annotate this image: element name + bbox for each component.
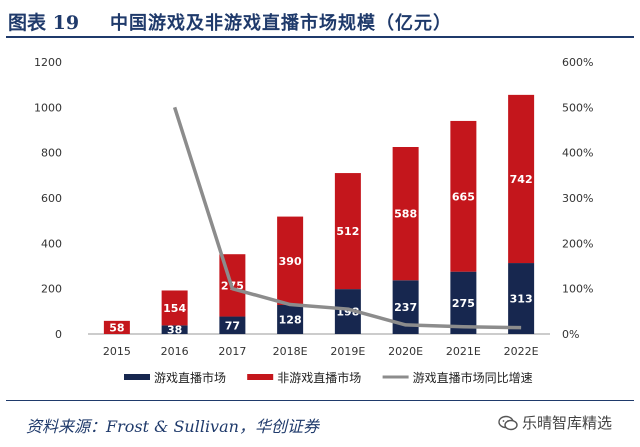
game-live-bar [508,263,535,334]
non-game-live-bar [277,216,304,305]
y2-tick-label: 300% [562,192,593,205]
y2-tick-label: 0% [562,328,579,341]
chart-title: 中国游戏及非游戏直播市场规模（亿元） [110,13,452,34]
bar-value-label: 313 [510,293,533,306]
x-tick-label: 2016 [161,345,189,358]
non-game-live-bar [161,290,188,326]
legend-growth-rate-label: 游戏直播市场同比增速 [413,370,533,385]
watermark-text: 乐晴智库精选 [522,414,613,432]
chart: 0 200 400 600 800 1000 1200 0% 100% 200% 300% 400% 5… [34,56,593,385]
bar-value-label: 665 [452,190,475,203]
non-game-live-bar [334,173,361,290]
watermark: 乐晴智库精选 [498,412,612,433]
bar-value-label: 77 [225,319,240,332]
non-game-live-bar [103,320,130,334]
bar-value-label: 275 [452,297,475,310]
bar-value-label: 390 [279,255,302,268]
x-tick-label: 2022E [504,345,539,358]
figure-label: 图表 19 [8,12,80,34]
y-tick-label: 200 [41,283,62,296]
game-live-bar [161,325,188,334]
x-tick-label: 2017 [218,345,246,358]
bar-value-label: 58 [109,321,124,334]
source-note: 资料来源：Frost & Sullivan，华创证券 [26,417,319,436]
x-tick-label: 2019E [330,345,365,358]
y-tick-label: 800 [41,147,62,160]
bar-value-label: 512 [336,225,359,238]
y2-tick-label: 500% [562,101,593,114]
bar-value-label: 237 [394,301,417,314]
title-bar: 图表 19 中国游戏及非游戏直播市场规模（亿元） [6,2,634,38]
y2-tick-label: 200% [562,237,593,250]
non-game-live-bar [508,94,535,264]
bar-value-label: 38 [167,324,182,337]
y-tick-label: 1000 [34,101,62,114]
y-tick-label: 0 [55,328,62,341]
x-tick-label: 2018E [273,345,308,358]
y2-tick-label: 400% [562,147,593,160]
y-tick-label: 400 [41,237,62,250]
bar-value-label: 742 [510,173,533,186]
game-live-bar [219,316,246,334]
legend-game-live-swatch [124,374,150,380]
y-tick-label: 600 [41,192,62,205]
y2-tick-label: 100% [562,283,593,296]
game-live-bar [450,271,477,334]
game-live-bar [277,304,304,334]
bar-value-label: 588 [394,208,417,221]
legend-non-game-live-swatch [247,374,274,380]
x-tick-label: 2020E [388,345,423,358]
bar-value-label: 128 [279,313,302,326]
bar-value-label: 154 [163,302,186,315]
non-game-live-bar [450,120,477,272]
source-divider [6,400,634,401]
wechat-icon [498,415,518,430]
x-tick-label: 2021E [446,345,481,358]
y-tick-label: 1200 [34,56,62,69]
legend-non-game-live-label: 非游戏直播市场 [277,370,361,385]
x-tick-label: 2015 [103,345,131,358]
y2-tick-label: 600% [562,56,593,69]
legend-game-live-label: 游戏直播市场 [154,370,226,385]
non-game-live-bar [392,147,419,281]
